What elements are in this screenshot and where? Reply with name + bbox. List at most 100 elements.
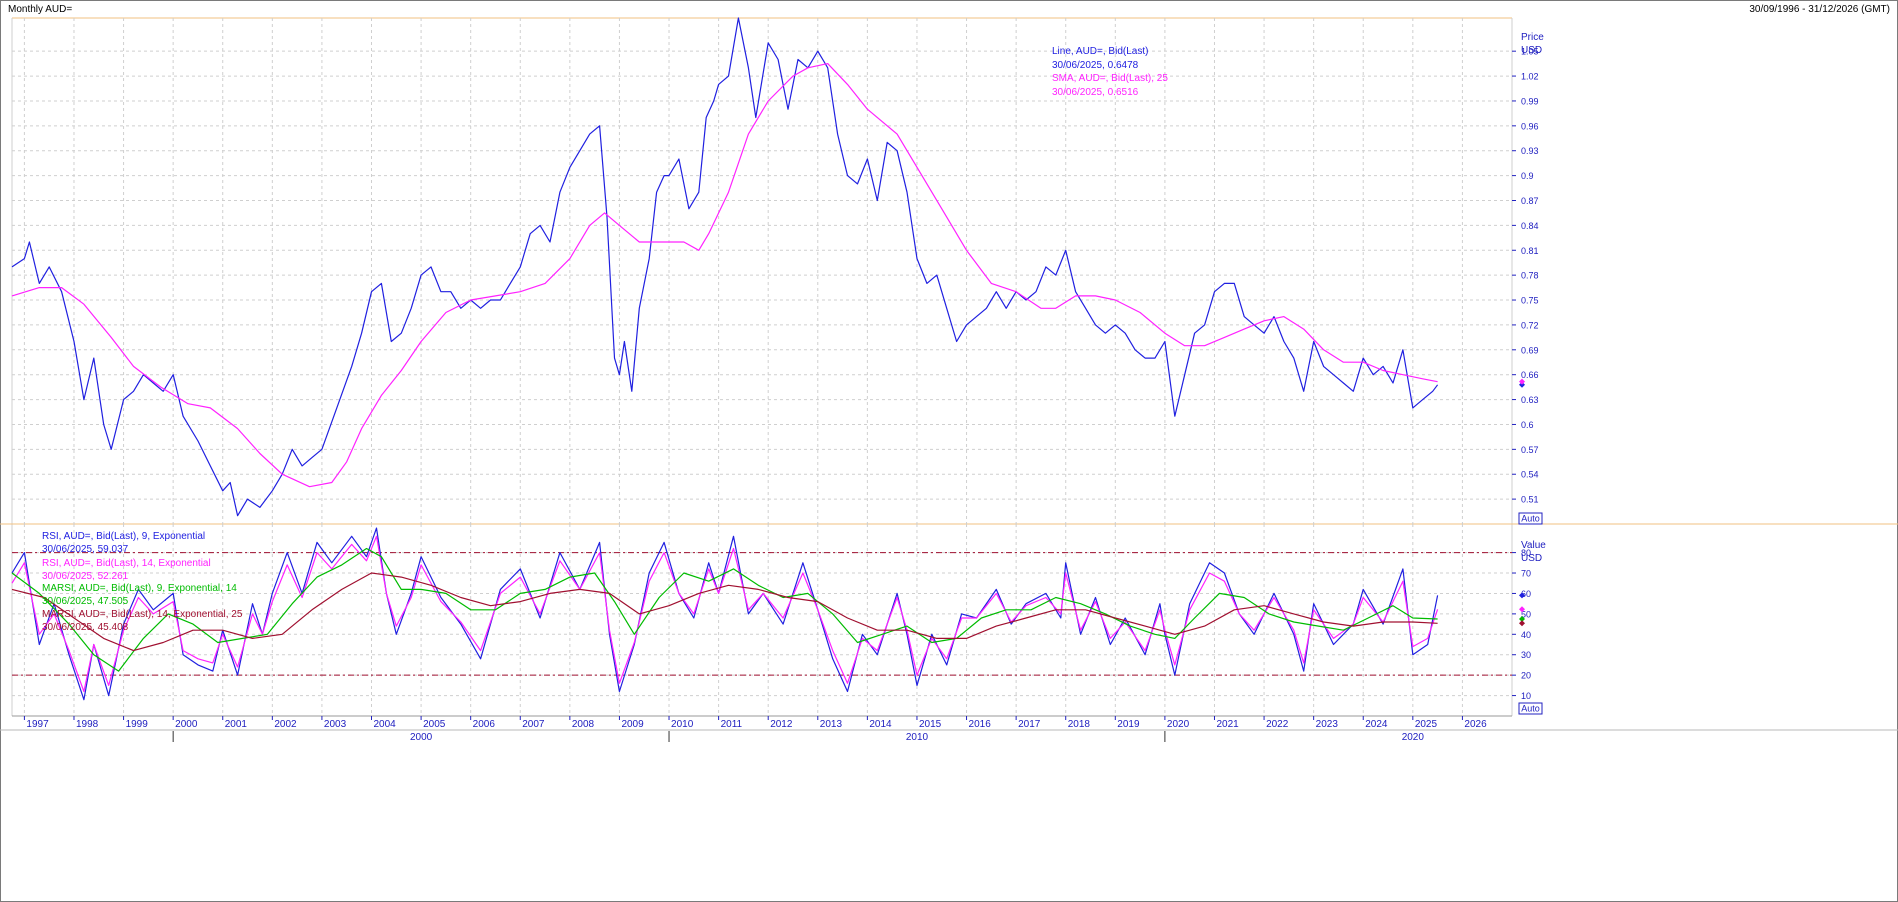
price-legend-line-value: 30/06/2025, 0.6478 — [1052, 60, 1139, 71]
indicator-tick-label: 20 — [1521, 671, 1531, 681]
price-last-value-marker — [1519, 381, 1525, 388]
indicator-series — [11, 527, 1439, 701]
price-tick-label: 0.75 — [1521, 296, 1539, 306]
price-auto-label: Auto — [1521, 514, 1540, 524]
indicator-last-value-marker — [1519, 615, 1525, 622]
price-tick-label: 0.9 — [1521, 171, 1534, 181]
x-tick-label: 2010 — [671, 719, 694, 730]
price-legend-sma-label: SMA, AUD=, Bid(Last), 25 — [1052, 73, 1168, 84]
price-tick-label: 0.93 — [1521, 146, 1539, 156]
x-tick-label: 2020 — [1167, 719, 1190, 730]
rsi14-legend-label: RSI, AUD=, Bid(Last), 14, Exponential — [42, 558, 211, 569]
price-tick-label: 1.02 — [1521, 72, 1539, 82]
indicator-series-2 — [11, 547, 1438, 672]
indicator-last-value-marker — [1519, 606, 1525, 613]
x-tick-label: 2004 — [374, 719, 397, 730]
price-tick-label: 0.87 — [1521, 196, 1539, 206]
x-tick-label: 2022 — [1266, 719, 1289, 730]
price-axis-label: Price — [1521, 32, 1544, 43]
x-tick-label: 2006 — [473, 719, 496, 730]
price-tick-label: 0.69 — [1521, 345, 1539, 355]
price-tick-label: 0.96 — [1521, 121, 1539, 131]
price-gridlines — [12, 18, 1512, 524]
rsi9-legend-value: 30/06/2025, 59.037 — [42, 544, 129, 555]
x-tick-label: 2005 — [423, 719, 446, 730]
x-tick-label: 2003 — [324, 719, 347, 730]
indicator-tick-label: 70 — [1521, 569, 1531, 579]
x-tick-label: 2008 — [572, 719, 595, 730]
x-tick-label: 2021 — [1216, 719, 1239, 730]
x-tick-label: 1998 — [76, 719, 99, 730]
indicator-series-1 — [11, 535, 1439, 693]
indicator-series-3 — [11, 572, 1438, 652]
indicator-axis-label: Value — [1521, 540, 1546, 551]
price-series-0 — [11, 17, 1439, 517]
price-tick-label: 0.51 — [1521, 495, 1539, 505]
rsi14-legend-value: 30/06/2025, 52.261 — [42, 571, 129, 582]
x-tick-label: 2026 — [1464, 719, 1487, 730]
x-tick-label: 2018 — [1068, 719, 1091, 730]
decade-label: 2010 — [906, 732, 929, 743]
x-tick-label: 2024 — [1365, 719, 1388, 730]
x-tick-label: 2014 — [869, 719, 892, 730]
indicator-tick-label: 30 — [1521, 650, 1531, 660]
x-tick-label: 2001 — [225, 719, 248, 730]
price-tick-label: 0.99 — [1521, 96, 1539, 106]
x-tick-label: 2019 — [1117, 719, 1140, 730]
marsi9-legend-value: 30/06/2025, 47.505 — [42, 596, 129, 607]
decade-label: 2020 — [1402, 732, 1425, 743]
x-tick-label: 2012 — [770, 719, 793, 730]
price-legend-line-label: Line, AUD=, Bid(Last) — [1052, 46, 1148, 57]
axis-tick-labels: 0.51 0.54 0.57 0.6 0.63 0.66 0.69 0.72 0.75 0.78 0… — [23, 47, 1539, 743]
indicator-last-value-marker — [1519, 592, 1525, 599]
price-tick-label: 0.78 — [1521, 271, 1539, 281]
x-tick-label: 2015 — [919, 719, 942, 730]
rsi9-legend-label: RSI, AUD=, Bid(Last), 9, Exponential — [42, 531, 205, 542]
marsi14-legend-value: 30/06/2025, 45.408 — [42, 622, 129, 633]
price-auto-button[interactable] — [1518, 512, 1543, 525]
price-tick-label: 0.84 — [1521, 221, 1539, 231]
price-tick-label: 0.6 — [1521, 420, 1534, 430]
price-tick-label: 0.81 — [1521, 246, 1539, 256]
x-tick-label: 2023 — [1316, 719, 1339, 730]
x-tick-label: 2017 — [1018, 719, 1041, 730]
decade-label: 2000 — [410, 732, 433, 743]
x-tick-label: 2013 — [820, 719, 843, 730]
indicator-tick-label: 40 — [1521, 630, 1531, 640]
price-tick-label: 0.57 — [1521, 445, 1539, 455]
x-tick-label: 2007 — [522, 719, 545, 730]
x-tick-label: 2000 — [175, 719, 198, 730]
indicator-auto-button[interactable] — [1518, 702, 1543, 715]
x-tick-label: 2025 — [1415, 719, 1438, 730]
x-tick-label: 1999 — [126, 719, 149, 730]
x-tick-label: 2011 — [721, 719, 743, 730]
price-series — [11, 17, 1439, 517]
price-tick-label: 0.63 — [1521, 395, 1539, 405]
price-legend-sma-value: 30/06/2025, 0.6516 — [1052, 87, 1139, 98]
indicator-reference-lines — [12, 552, 1512, 676]
indicator-auto-label: Auto — [1521, 704, 1540, 714]
chart-title: Monthly AUD= — [8, 4, 73, 15]
price-tick-label: 0.54 — [1521, 470, 1539, 480]
price-last-value-marker — [1519, 378, 1525, 385]
x-tick-label: 2002 — [274, 719, 297, 730]
indicator-tick-label: 80 — [1521, 548, 1531, 558]
indicator-tick-label: 10 — [1521, 691, 1531, 701]
indicator-axis-unit: USD — [1521, 553, 1542, 564]
x-tick-label: 2009 — [621, 719, 644, 730]
date-range: 30/09/1996 - 31/12/2026 (GMT) — [1749, 4, 1890, 15]
x-tick-label: 2016 — [969, 719, 992, 730]
x-tick-label: 1997 — [26, 719, 49, 730]
price-series-1 — [11, 63, 1438, 488]
indicator-last-value-marker — [1519, 620, 1525, 627]
marsi14-legend-label: MARSI, AUD=, Bid(Last), 14, Exponential,… — [42, 609, 243, 620]
indicator-tick-label: 50 — [1521, 609, 1531, 619]
indicator-tick-label: 60 — [1521, 589, 1531, 599]
price-tick-label: 0.66 — [1521, 370, 1539, 380]
price-tick-label: 0.72 — [1521, 320, 1539, 330]
price-tick-label: 1.05 — [1521, 47, 1539, 57]
last-value-markers — [1519, 378, 1525, 627]
price-axis-unit: USD — [1521, 45, 1542, 56]
